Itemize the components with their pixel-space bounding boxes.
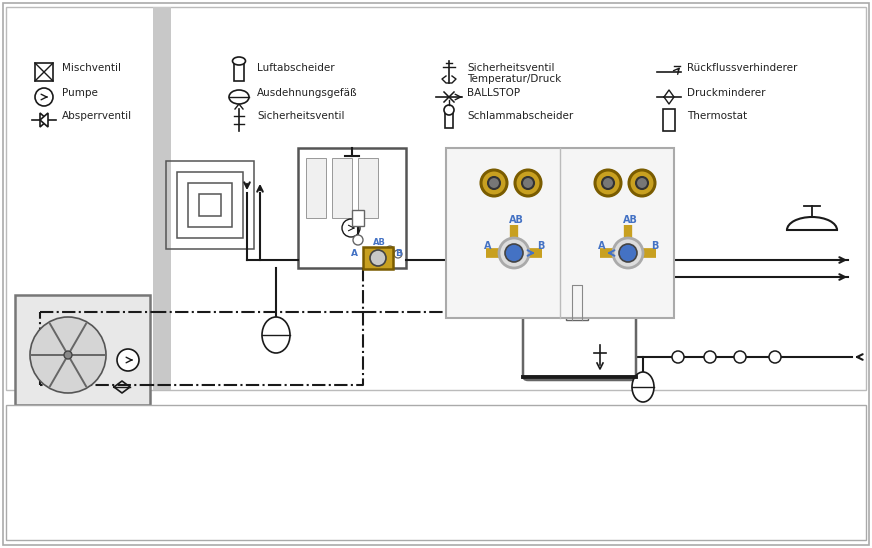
Circle shape bbox=[613, 238, 643, 268]
Circle shape bbox=[386, 246, 394, 254]
Circle shape bbox=[481, 170, 507, 196]
Bar bbox=[566, 285, 588, 320]
Text: AB: AB bbox=[509, 215, 524, 225]
Circle shape bbox=[499, 238, 529, 268]
Circle shape bbox=[629, 170, 655, 196]
Ellipse shape bbox=[229, 90, 249, 104]
Circle shape bbox=[704, 351, 716, 363]
FancyBboxPatch shape bbox=[523, 190, 636, 380]
Text: A: A bbox=[598, 241, 605, 251]
Bar bbox=[166, 161, 254, 249]
Polygon shape bbox=[40, 113, 48, 127]
Text: A: A bbox=[351, 249, 358, 258]
Bar bbox=[332, 158, 352, 218]
Circle shape bbox=[444, 105, 454, 115]
Text: BALLSTOP: BALLSTOP bbox=[467, 88, 520, 98]
Text: Schlammabscheider: Schlammabscheider bbox=[467, 111, 573, 121]
Circle shape bbox=[394, 250, 402, 258]
Circle shape bbox=[35, 88, 53, 106]
Circle shape bbox=[30, 317, 106, 393]
Text: Druckminderer: Druckminderer bbox=[687, 88, 766, 98]
Bar bbox=[199, 194, 221, 216]
Circle shape bbox=[370, 250, 386, 266]
Text: Sicherheitsventil: Sicherheitsventil bbox=[467, 63, 555, 73]
Text: B: B bbox=[537, 241, 544, 251]
Circle shape bbox=[769, 351, 781, 363]
Text: B: B bbox=[395, 249, 402, 258]
Circle shape bbox=[117, 349, 139, 371]
Ellipse shape bbox=[262, 317, 290, 353]
Text: B: B bbox=[651, 241, 658, 251]
Text: AB: AB bbox=[373, 238, 386, 247]
Text: Temperatur/Druck: Temperatur/Druck bbox=[467, 74, 562, 84]
Circle shape bbox=[488, 177, 500, 189]
Circle shape bbox=[734, 351, 746, 363]
Circle shape bbox=[505, 244, 523, 262]
Bar bbox=[352, 210, 364, 226]
Text: Sicherheitsventil: Sicherheitsventil bbox=[257, 111, 344, 121]
Circle shape bbox=[64, 351, 72, 359]
Bar bbox=[363, 247, 393, 269]
Text: Absperrventil: Absperrventil bbox=[62, 111, 133, 121]
Text: Thermostat: Thermostat bbox=[687, 111, 747, 121]
Circle shape bbox=[595, 170, 621, 196]
Ellipse shape bbox=[632, 372, 654, 402]
Ellipse shape bbox=[233, 57, 246, 65]
Bar bbox=[177, 172, 243, 238]
Bar bbox=[15, 295, 150, 405]
Text: Ausdehnungsgefäß: Ausdehnungsgefäß bbox=[257, 88, 358, 98]
Text: A: A bbox=[484, 241, 492, 251]
Text: Luftabscheider: Luftabscheider bbox=[257, 63, 335, 73]
Bar bbox=[298, 148, 406, 268]
Bar bbox=[358, 158, 378, 218]
Bar bbox=[188, 183, 232, 227]
Bar bbox=[153, 7, 171, 390]
Text: Pumpe: Pumpe bbox=[62, 88, 98, 98]
Circle shape bbox=[602, 177, 614, 189]
Text: Mischventil: Mischventil bbox=[62, 63, 121, 73]
Circle shape bbox=[672, 351, 684, 363]
Circle shape bbox=[619, 244, 637, 262]
Bar bbox=[234, 63, 244, 81]
Circle shape bbox=[636, 177, 648, 189]
Bar bbox=[6, 405, 866, 540]
Bar bbox=[6, 7, 866, 390]
Bar bbox=[445, 112, 453, 128]
Bar bbox=[446, 148, 674, 318]
Circle shape bbox=[342, 219, 360, 237]
Text: Rückflussverhinderer: Rückflussverhinderer bbox=[687, 63, 797, 73]
Bar bbox=[306, 158, 326, 218]
Text: AB: AB bbox=[623, 215, 638, 225]
Circle shape bbox=[522, 177, 534, 189]
Circle shape bbox=[515, 170, 541, 196]
Bar bbox=[35, 63, 53, 81]
Circle shape bbox=[353, 235, 363, 245]
Bar bbox=[663, 109, 675, 131]
Polygon shape bbox=[40, 113, 48, 127]
